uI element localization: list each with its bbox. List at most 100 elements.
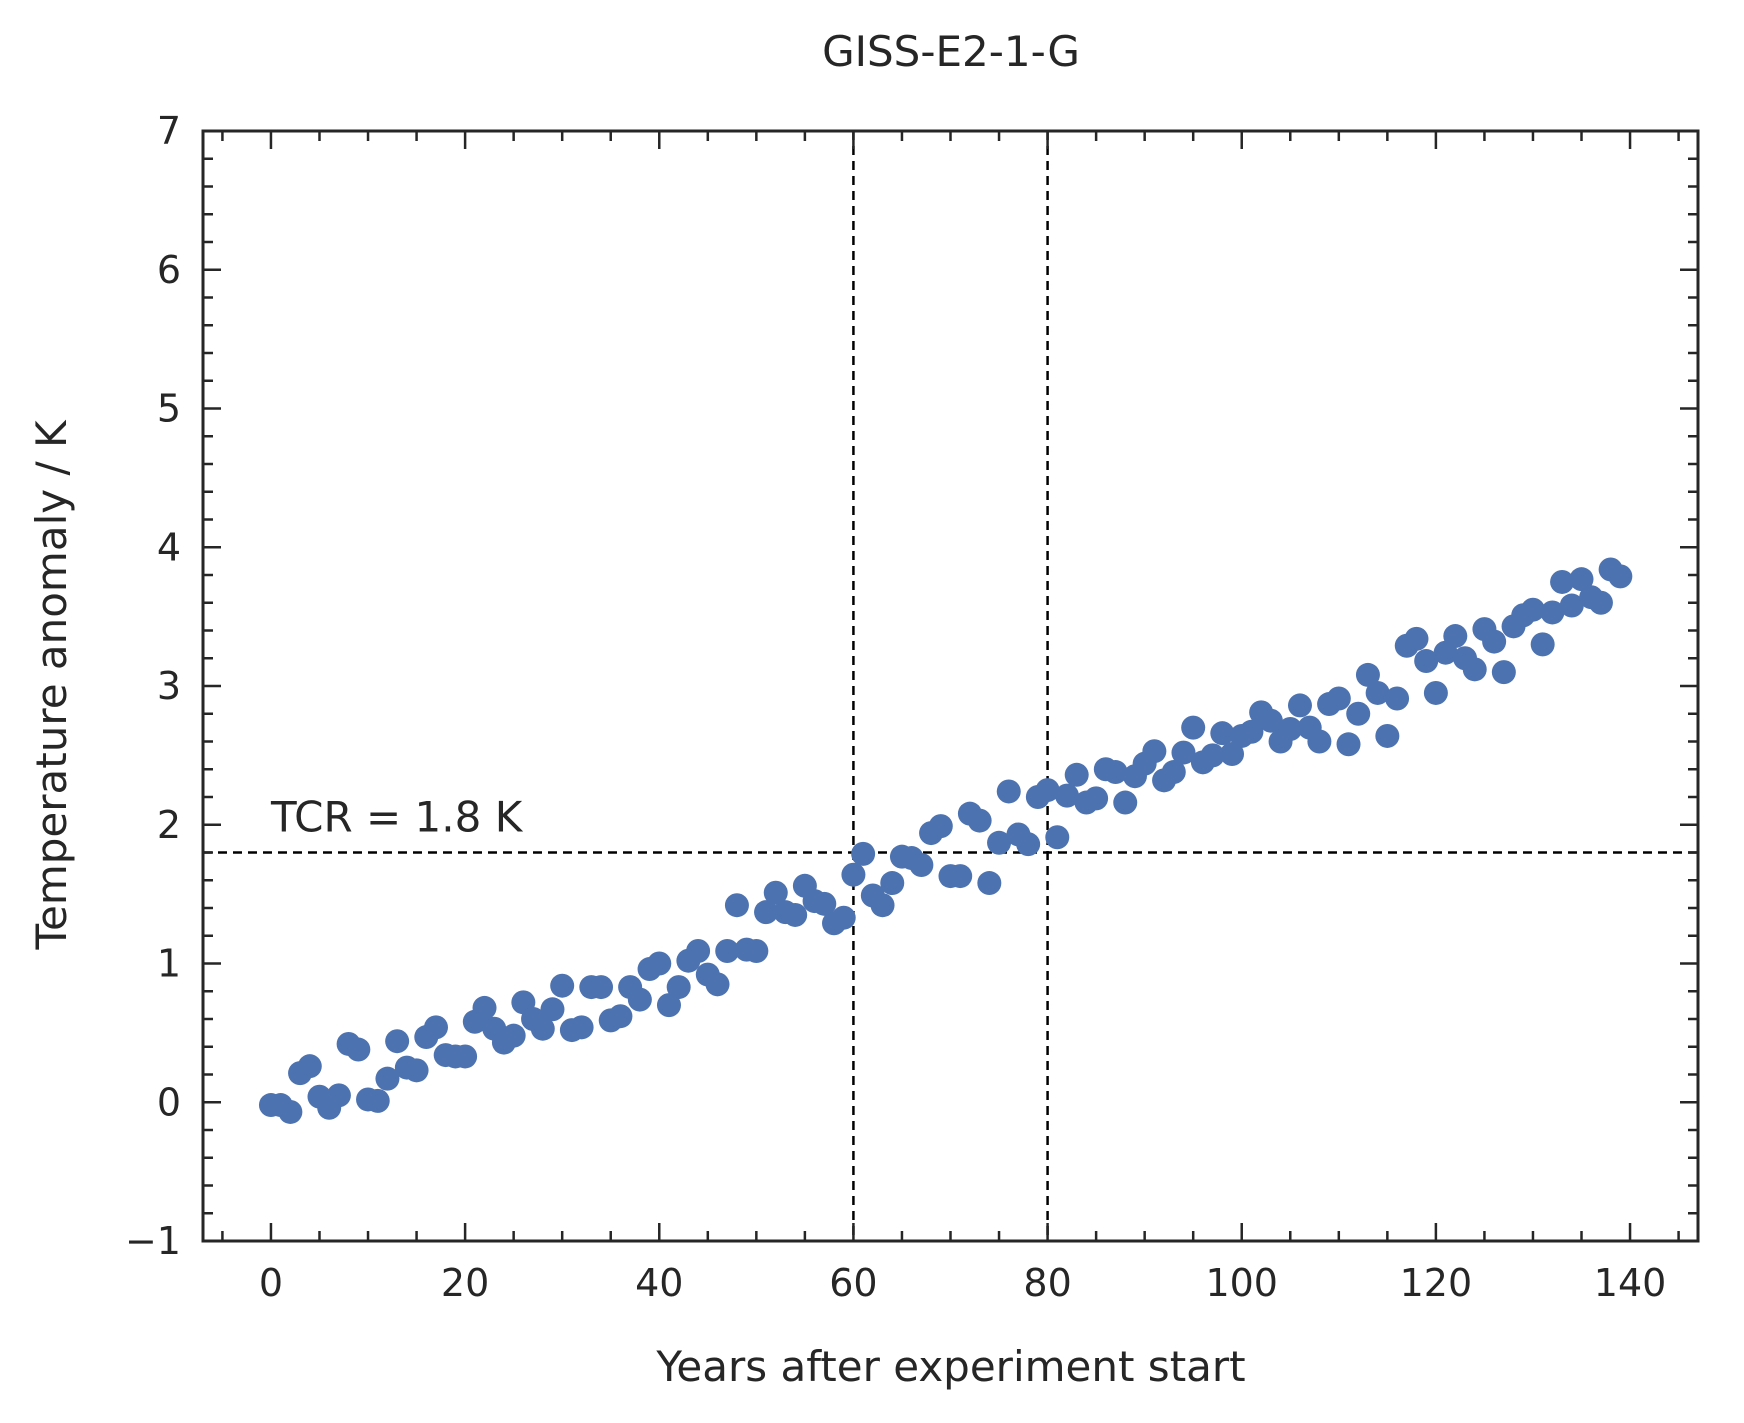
y-tick-label: 5 — [157, 387, 181, 431]
x-tick-label: 140 — [1594, 1261, 1667, 1305]
data-point — [1462, 657, 1487, 682]
data-point — [1559, 593, 1584, 618]
data-point — [763, 880, 788, 905]
x-tick-label: 80 — [1023, 1261, 1071, 1305]
data-point — [967, 808, 992, 833]
data-point — [1540, 600, 1565, 625]
data-point — [831, 905, 856, 930]
data-point — [686, 939, 711, 964]
data-point — [346, 1037, 371, 1062]
data-point — [1035, 778, 1060, 803]
data-point — [744, 939, 769, 964]
data-point — [1404, 626, 1429, 651]
data-point — [1569, 567, 1594, 592]
data-point — [1482, 629, 1507, 654]
data-point — [1326, 686, 1351, 711]
data-points — [258, 557, 1633, 1124]
data-point — [1287, 693, 1312, 718]
x-tick-label: 100 — [1205, 1261, 1278, 1305]
data-point — [1307, 729, 1332, 754]
data-point — [1220, 741, 1245, 766]
data-point — [1200, 743, 1225, 768]
data-point — [404, 1058, 429, 1083]
data-point — [453, 1044, 478, 1069]
data-point — [1113, 790, 1138, 815]
data-point — [987, 830, 1012, 855]
data-point — [996, 779, 1021, 804]
data-point — [1181, 715, 1206, 740]
x-tick-label: 40 — [635, 1261, 683, 1305]
data-point — [569, 1015, 594, 1040]
data-point — [724, 893, 749, 918]
data-point — [948, 864, 973, 889]
data-point — [715, 939, 740, 964]
data-point — [375, 1066, 400, 1091]
tick-labels: 0 20 40 60 80 100 120 140 −1 0 1 2 3 4 5 6 7 — [125, 109, 1666, 1305]
data-point — [1355, 662, 1380, 687]
data-point — [1171, 740, 1196, 765]
data-point — [851, 841, 876, 866]
data-point — [1491, 660, 1516, 685]
reference-lines — [203, 131, 1698, 1241]
data-point — [550, 973, 575, 998]
data-point — [1608, 564, 1633, 589]
data-point — [1346, 701, 1371, 726]
data-point — [1530, 632, 1555, 657]
chart-title: GISS-E2-1-G — [822, 27, 1080, 76]
tcr-annotation: TCR = 1.8 K — [270, 793, 524, 842]
data-point — [1278, 717, 1303, 742]
data-point — [705, 972, 730, 997]
data-point — [1336, 732, 1361, 757]
x-tick-label: 0 — [259, 1261, 283, 1305]
y-tick-label: 3 — [157, 664, 181, 708]
data-point — [1103, 760, 1128, 785]
data-point — [1550, 569, 1575, 594]
data-point — [1414, 649, 1439, 674]
data-point — [589, 975, 614, 1000]
data-point — [365, 1088, 390, 1113]
data-point — [647, 951, 672, 976]
data-point — [1210, 721, 1235, 746]
data-point — [666, 975, 691, 1000]
x-tick-label: 120 — [1400, 1261, 1473, 1305]
data-point — [627, 987, 652, 1012]
data-point — [1084, 786, 1109, 811]
data-point — [977, 871, 1002, 896]
y-tick-label: 2 — [157, 803, 181, 847]
data-point — [501, 1023, 526, 1048]
data-point — [326, 1083, 351, 1108]
data-point — [530, 1016, 555, 1041]
data-point — [1520, 597, 1545, 622]
data-point — [1161, 760, 1186, 785]
data-point — [278, 1099, 303, 1124]
data-point — [754, 900, 779, 925]
data-point — [540, 997, 565, 1022]
data-point — [297, 1054, 322, 1079]
data-point — [608, 1004, 633, 1029]
data-point — [1423, 680, 1448, 705]
data-point — [783, 902, 808, 927]
data-point — [1054, 783, 1079, 808]
data-point — [1385, 686, 1410, 711]
data-point — [423, 1015, 448, 1040]
x-tick-label: 20 — [441, 1261, 489, 1305]
x-axis-title: Years after experiment start — [655, 1342, 1245, 1391]
y-tick-label: 4 — [157, 525, 181, 569]
data-point — [1142, 739, 1167, 764]
axis-ticks — [203, 129, 1698, 1243]
data-point — [1365, 680, 1390, 705]
data-point — [1239, 719, 1264, 744]
y-tick-label: 0 — [157, 1080, 181, 1124]
data-point — [1375, 723, 1400, 748]
data-point — [909, 852, 934, 877]
data-point — [1045, 825, 1070, 850]
data-point — [1258, 708, 1283, 733]
data-point — [1064, 762, 1089, 787]
data-point — [1443, 624, 1468, 649]
data-point — [656, 993, 681, 1018]
data-point — [880, 871, 905, 896]
y-axis-title: Temperature anomaly / K — [27, 419, 76, 950]
data-point — [472, 995, 497, 1020]
